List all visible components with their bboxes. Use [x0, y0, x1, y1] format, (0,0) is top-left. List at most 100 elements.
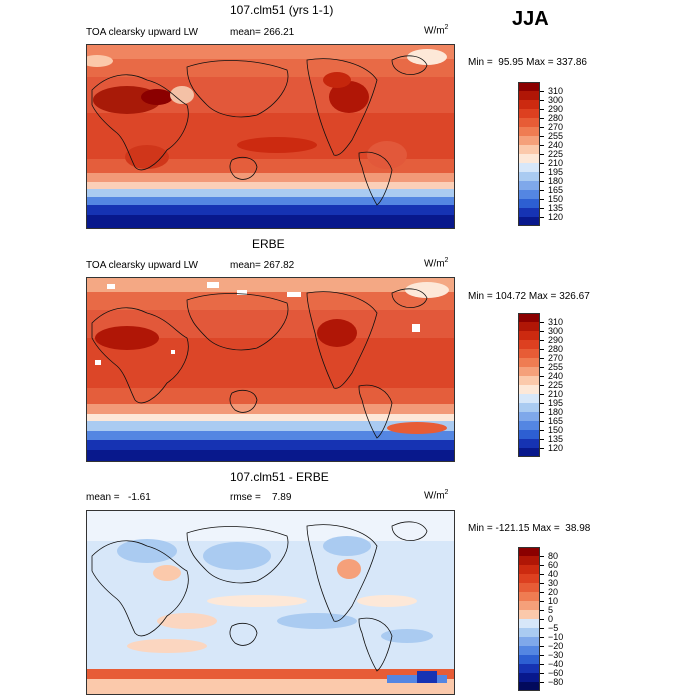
colorbar-tick — [540, 403, 544, 404]
colorbar-label: 300 — [548, 326, 564, 336]
colorbar-label: 180 — [548, 407, 564, 417]
colorbar-swatch — [518, 145, 540, 154]
colorbar-label: 120 — [548, 212, 564, 222]
colorbar-tick — [540, 565, 544, 566]
colorbar-swatch — [518, 118, 540, 127]
panel3-min-value: -121.15 — [495, 523, 530, 534]
panel3-rmse: rmse = 7.89 — [230, 492, 291, 503]
panel3-title: 107.clm51 - ERBE — [230, 470, 329, 484]
panel3-max-value: 38.98 — [565, 523, 591, 534]
panel2-mean-label: mean= — [230, 260, 261, 271]
panel1-max-label: Max = — [526, 57, 554, 68]
colorbar-label: −10 — [548, 632, 564, 642]
colorbar-swatch — [518, 208, 540, 217]
colorbar-swatch — [518, 109, 540, 118]
colorbar-swatch — [518, 349, 540, 358]
colorbar-swatch — [518, 181, 540, 190]
colorbar-tick — [540, 421, 544, 422]
colorbar-tick — [540, 448, 544, 449]
colorbar-tick — [540, 412, 544, 413]
colorbar-swatch — [518, 664, 540, 673]
colorbar-swatch — [518, 628, 540, 637]
colorbar-tick — [540, 91, 544, 92]
colorbar-tick — [540, 331, 544, 332]
colorbar-swatch — [518, 637, 540, 646]
colorbar-tick — [540, 322, 544, 323]
colorbar-swatch — [518, 163, 540, 172]
colorbar-label: 255 — [548, 131, 564, 141]
colorbar-swatch — [518, 82, 540, 91]
colorbar-label: 10 — [548, 596, 559, 606]
colorbar-swatch — [518, 91, 540, 100]
panel3-map — [86, 510, 455, 695]
colorbar-label: 80 — [548, 551, 559, 561]
colorbar-tick — [540, 682, 544, 683]
panel3-max-label: Max = — [532, 523, 560, 534]
units-exp: 2 — [444, 257, 449, 264]
panel3-rmse-value: 7.89 — [271, 492, 292, 503]
panel1-min-value: 95.95 — [498, 57, 524, 68]
colorbar-swatch — [518, 154, 540, 163]
colorbar-tick — [540, 610, 544, 611]
colorbar-tick — [540, 367, 544, 368]
colorbar-label: 225 — [548, 149, 564, 159]
colorbar-tick — [540, 358, 544, 359]
colorbar-swatch — [518, 646, 540, 655]
season-label: JJA — [512, 8, 549, 30]
panel3-map-svg — [87, 511, 454, 694]
colorbar-label: −40 — [548, 659, 564, 669]
panel1-mean: mean= 266.21 — [230, 27, 294, 38]
panel1-max-value: 337.86 — [556, 57, 587, 68]
colorbar-tick — [540, 199, 544, 200]
colorbar-label: 0 — [548, 614, 554, 624]
colorbar-swatch — [518, 403, 540, 412]
colorbar-label: 165 — [548, 416, 564, 426]
colorbar-label: 135 — [548, 203, 564, 213]
colorbar-label: 5 — [548, 605, 554, 615]
colorbar-swatch — [518, 340, 540, 349]
panel1-mean-value: 266.21 — [263, 27, 295, 38]
colorbar-swatch — [518, 331, 540, 340]
colorbar-swatch — [518, 412, 540, 421]
colorbar-label: 30 — [548, 578, 559, 588]
units-text: W/m — [424, 258, 445, 270]
units-exp: 2 — [444, 489, 449, 496]
panel1-minmax: Min = 95.95 Max = 337.86 — [468, 57, 587, 68]
panel2-mean-value: 267.82 — [263, 260, 295, 271]
colorbar-label: 225 — [548, 380, 564, 390]
colorbar-swatch — [518, 619, 540, 628]
colorbar-swatch — [518, 385, 540, 394]
colorbar-tick — [540, 646, 544, 647]
panel2-max-label: Max = — [528, 291, 557, 302]
colorbar-label: 20 — [548, 587, 559, 597]
panel2-minmax: Min = 104.72 Max = 326.67 — [468, 291, 590, 302]
colorbar-label: −30 — [548, 650, 564, 660]
colorbar-tick — [540, 154, 544, 155]
colorbar-tick — [540, 340, 544, 341]
colorbar-tick — [540, 127, 544, 128]
colorbar-tick — [540, 574, 544, 575]
panel2-mean: mean= 267.82 — [230, 260, 294, 271]
panel1-variable: TOA clearsky upward LW — [86, 27, 198, 38]
colorbar-label: 310 — [548, 317, 564, 327]
colorbar-tick — [540, 439, 544, 440]
colorbar-tick — [540, 163, 544, 164]
colorbar-swatch — [518, 190, 540, 199]
colorbar-swatch — [518, 565, 540, 574]
colorbar-label: 240 — [548, 371, 564, 381]
colorbar-tick — [540, 664, 544, 665]
colorbar-swatch — [518, 100, 540, 109]
colorbar-tick — [540, 100, 544, 101]
colorbar-label: 120 — [548, 443, 564, 453]
colorbar-tick — [540, 430, 544, 431]
colorbar-swatch — [518, 547, 540, 556]
colorbar-swatch — [518, 574, 540, 583]
colorbar-swatch — [518, 217, 540, 226]
panel2-colorbar: 310 300 290 280 270 255 240 225 210 195 180 165 150 1… — [518, 313, 563, 457]
colorbar-swatch — [518, 439, 540, 448]
panel1-colorbar: 310 300 290 280 270 255 240 225 210 195 180 165 150 1… — [518, 82, 563, 226]
panel2-title: ERBE — [252, 237, 285, 251]
colorbar-tick — [540, 118, 544, 119]
colorbar-tick — [540, 583, 544, 584]
colorbar-label: 150 — [548, 194, 564, 204]
